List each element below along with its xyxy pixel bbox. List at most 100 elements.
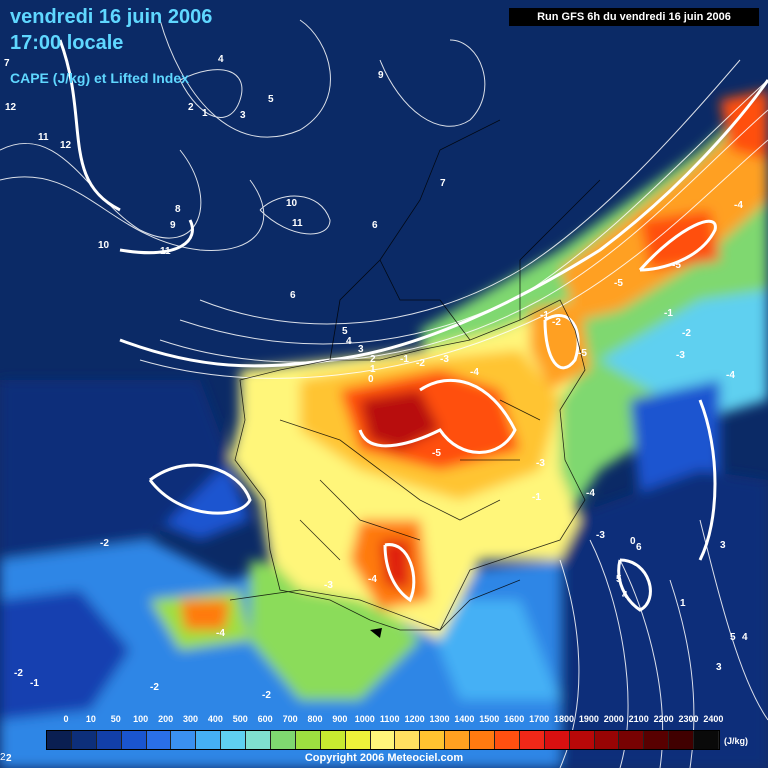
legend-swatch [544,731,570,749]
lifted-index-label: 3 [720,540,726,551]
legend-label: 300 [182,714,199,724]
legend-swatch [146,731,172,749]
legend-swatch [121,731,147,749]
legend-color-bar [46,730,720,750]
legend-swatch [271,731,296,749]
lifted-index-label: -2 [682,328,691,339]
legend-swatch [246,731,272,749]
legend-label: 1600 [504,714,525,724]
legend-label: 1000 [354,714,375,724]
legend-swatch [519,731,545,749]
corner-label: 2 [0,752,6,763]
lifted-index-label: 1 [370,364,376,375]
legend-swatch [420,731,446,749]
legend-label: 1900 [578,714,599,724]
lifted-index-label: -4 [726,370,735,381]
legend-swatch [171,731,197,749]
legend-label: 100 [133,714,149,724]
lifted-index-label: 10 [98,240,110,251]
legend-label: 1500 [479,714,500,724]
legend-unit: (J/kg) [724,736,749,746]
legend-swatch [295,731,321,749]
lifted-index-label: -5 [432,448,441,459]
lifted-index-label: 0 [630,536,636,547]
lifted-index-label: 3 [716,662,722,673]
legend-swatch [71,731,97,749]
time-label: 17:00 locale [10,32,124,54]
lifted-index-label: -4 [368,574,377,585]
lifted-index-label: -3 [324,580,333,591]
legend-swatch [594,731,620,749]
legend-label: 200 [158,714,174,724]
legend-swatch [644,731,670,749]
lifted-index-label: 11 [38,132,49,143]
legend-label: 2400 [703,714,724,724]
lifted-index-label: 5 [616,574,622,585]
lifted-index-label: -5 [672,260,681,271]
legend-label: 900 [332,714,348,724]
lifted-index-label: 11 [292,218,303,229]
legend-swatch [445,731,471,749]
lifted-index-label: 3 [358,344,364,355]
lifted-index-label: 9 [170,220,176,231]
lifted-index-label: 1 [680,598,686,609]
lifted-index-label: 0 [368,374,374,385]
legend-label: 1400 [454,714,475,724]
legend-swatch [395,731,421,749]
lifted-index-label: -1 [532,492,541,503]
lifted-index-label: 4 [622,590,628,601]
legend-swatch [694,731,720,749]
lifted-index-label: -4 [734,200,743,211]
legend-label: 1100 [379,714,400,724]
legend-label: 2100 [628,714,649,724]
lifted-index-label: -1 [30,678,39,689]
lifted-index-label: 2 [370,354,376,365]
lifted-index-label: 4 [742,632,748,643]
lifted-index-label: 3 [240,110,246,121]
legend-label: 2300 [678,714,699,724]
lifted-index-label: 2 [6,753,12,764]
legend-label: 400 [207,714,223,724]
lifted-index-label: -3 [536,458,545,469]
lifted-index-label: 5 [730,632,736,643]
lifted-index-label: -1 [540,310,549,321]
legend-label: 50 [110,714,121,724]
legend-swatch [470,731,496,749]
legend-swatch [619,731,645,749]
legend-labels: 0 10 50 100 200 300 400 500 600 700 800 900 1000 1100… [46,714,723,728]
lifted-index-label: -2 [416,358,425,369]
legend-label: 600 [257,714,273,724]
legend-label: 1200 [404,714,425,724]
legend-swatch [47,731,72,749]
copyright: Copyright 2006 Meteociel.com [304,752,464,764]
lifted-index-label: -5 [578,348,587,359]
lifted-index-label: -5 [614,278,623,289]
lifted-index-label: 7 [4,58,10,69]
lifted-index-label: -2 [552,317,561,328]
lifted-index-label: -2 [150,682,159,693]
legend-swatch [370,731,396,749]
lifted-index-label: 5 [342,326,348,337]
lifted-index-label: 6 [636,542,642,553]
legend-swatch [495,731,520,749]
legend-swatch [221,731,247,749]
lifted-index-label: 4 [218,54,224,65]
lifted-index-label: 6 [372,220,378,231]
lifted-index-label: -2 [262,690,271,701]
legend-swatch [320,731,346,749]
lifted-index-label: -2 [14,668,23,679]
lifted-index-label: -3 [596,530,605,541]
lifted-index-label: -1 [400,354,409,365]
lifted-index-label: -4 [586,488,595,499]
legend-swatch [96,731,122,749]
legend-label: 500 [232,714,248,724]
lifted-index-label: 1 [202,108,208,119]
lifted-index-label: -3 [676,350,685,361]
legend-label: 0 [63,714,69,724]
product-label: CAPE (J/kg) et Lifted Index [10,70,189,86]
lifted-index-label: 12 [60,140,72,151]
legend-label: 10 [85,714,96,724]
legend-label: 2200 [653,714,674,724]
